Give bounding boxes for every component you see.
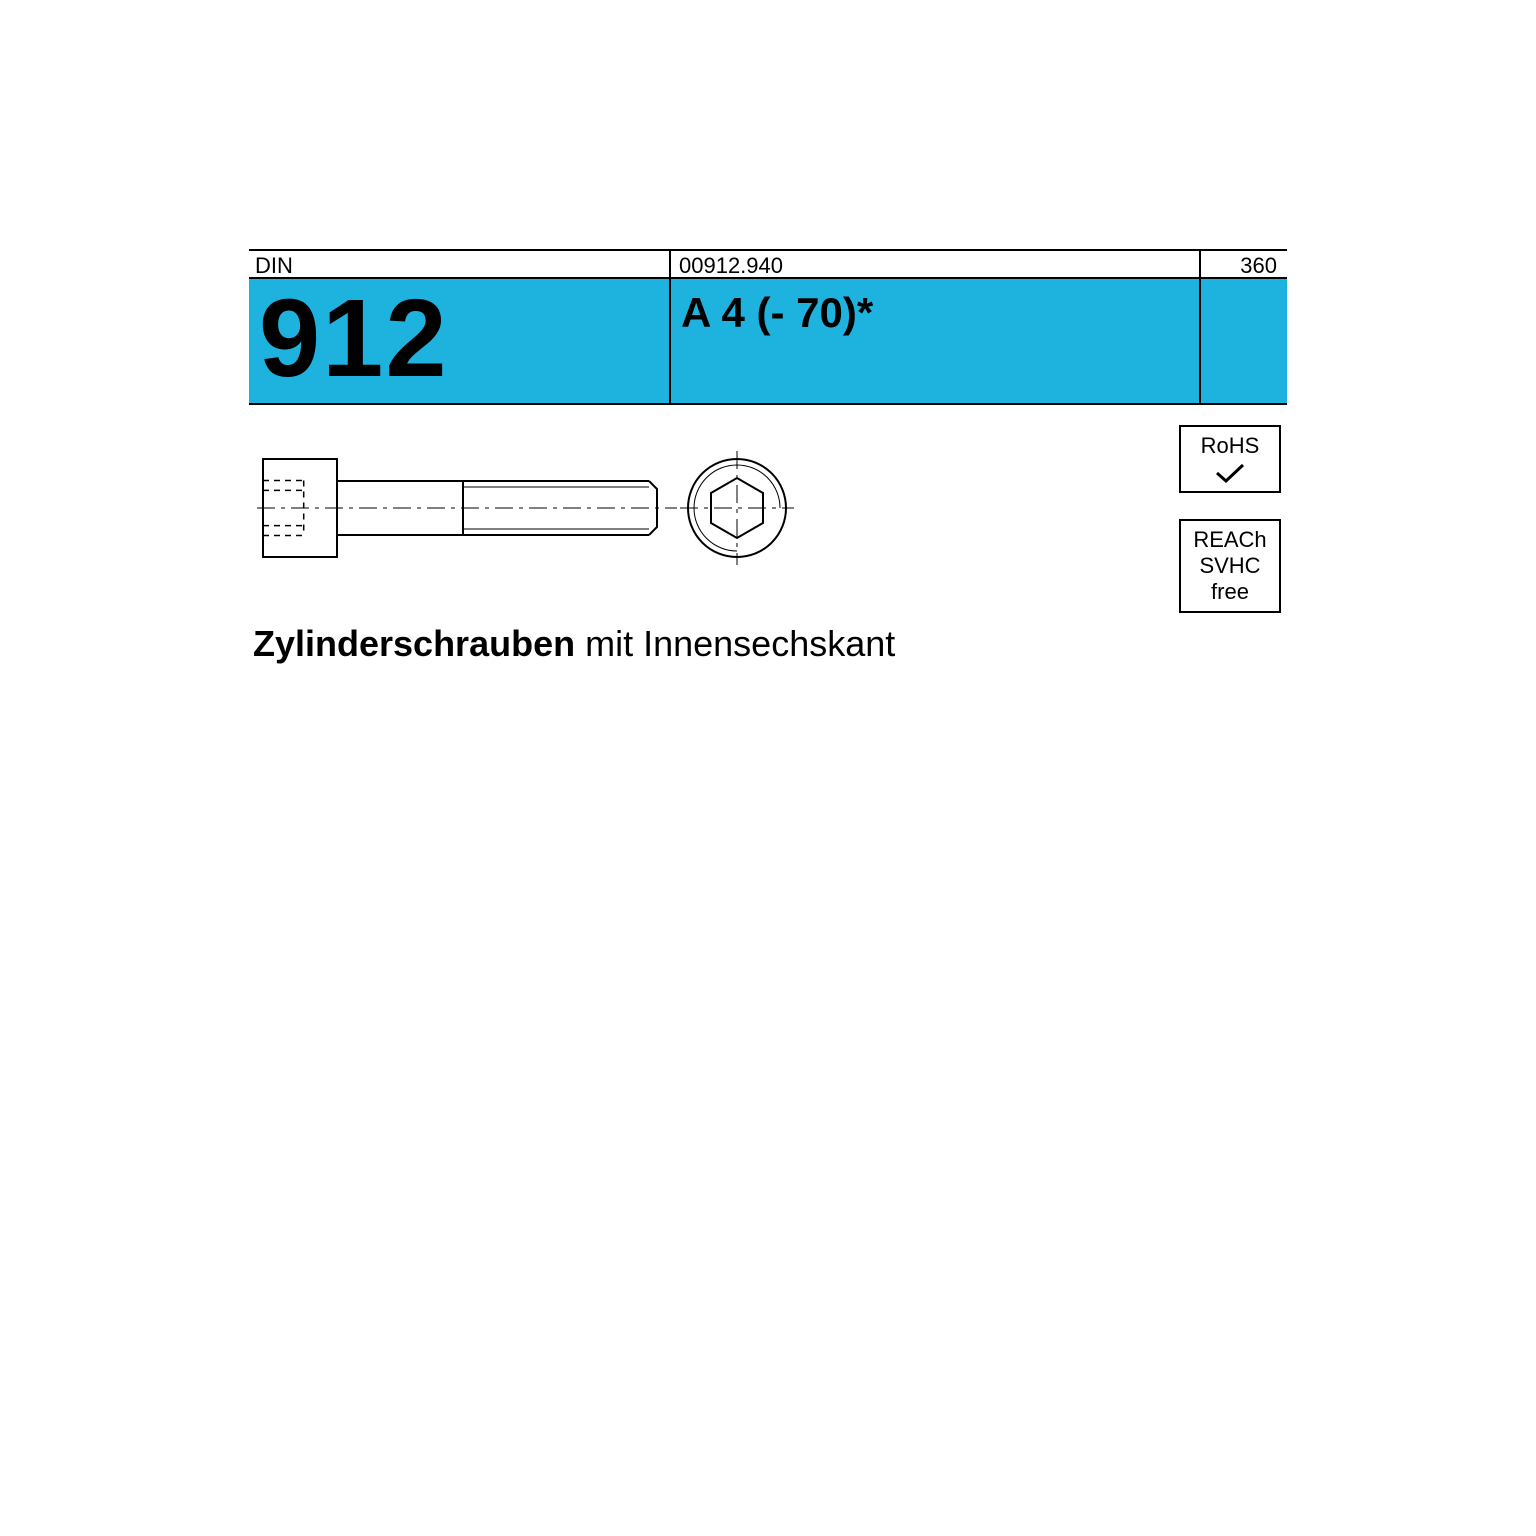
description-bold: Zylinderschrauben bbox=[253, 623, 575, 664]
drawing-row: RoHS REACh SVHC free bbox=[249, 405, 1287, 595]
material-cell: A 4 (- 70)* bbox=[669, 279, 1199, 403]
reach-badge: REACh SVHC free bbox=[1179, 519, 1281, 613]
rohs-label: RoHS bbox=[1183, 433, 1277, 459]
reach-line1: REACh bbox=[1183, 527, 1277, 553]
reach-line2: SVHC bbox=[1183, 553, 1277, 579]
material-grade: A 4 (- 70)* bbox=[681, 279, 1189, 339]
screw-drawing-icon bbox=[253, 443, 823, 573]
title-band-spacer bbox=[1199, 279, 1287, 403]
rohs-badge: RoHS bbox=[1179, 425, 1281, 493]
header-code: 00912.940 bbox=[669, 251, 1199, 277]
din-number: 912 bbox=[259, 279, 659, 399]
header-standard: DIN bbox=[249, 251, 669, 277]
header-row: DIN 00912.940 360 bbox=[249, 249, 1287, 279]
title-band: 912 A 4 (- 70)* bbox=[249, 279, 1287, 405]
compliance-badges: RoHS REACh SVHC free bbox=[1179, 425, 1281, 639]
check-icon bbox=[1213, 461, 1247, 485]
header-right: 360 bbox=[1199, 251, 1287, 277]
product-description: Zylinderschrauben mit Innensechskant bbox=[253, 623, 895, 665]
description-rest: mit Innensechskant bbox=[575, 623, 895, 664]
din-number-cell: 912 bbox=[249, 279, 669, 403]
reach-line3: free bbox=[1183, 579, 1277, 605]
